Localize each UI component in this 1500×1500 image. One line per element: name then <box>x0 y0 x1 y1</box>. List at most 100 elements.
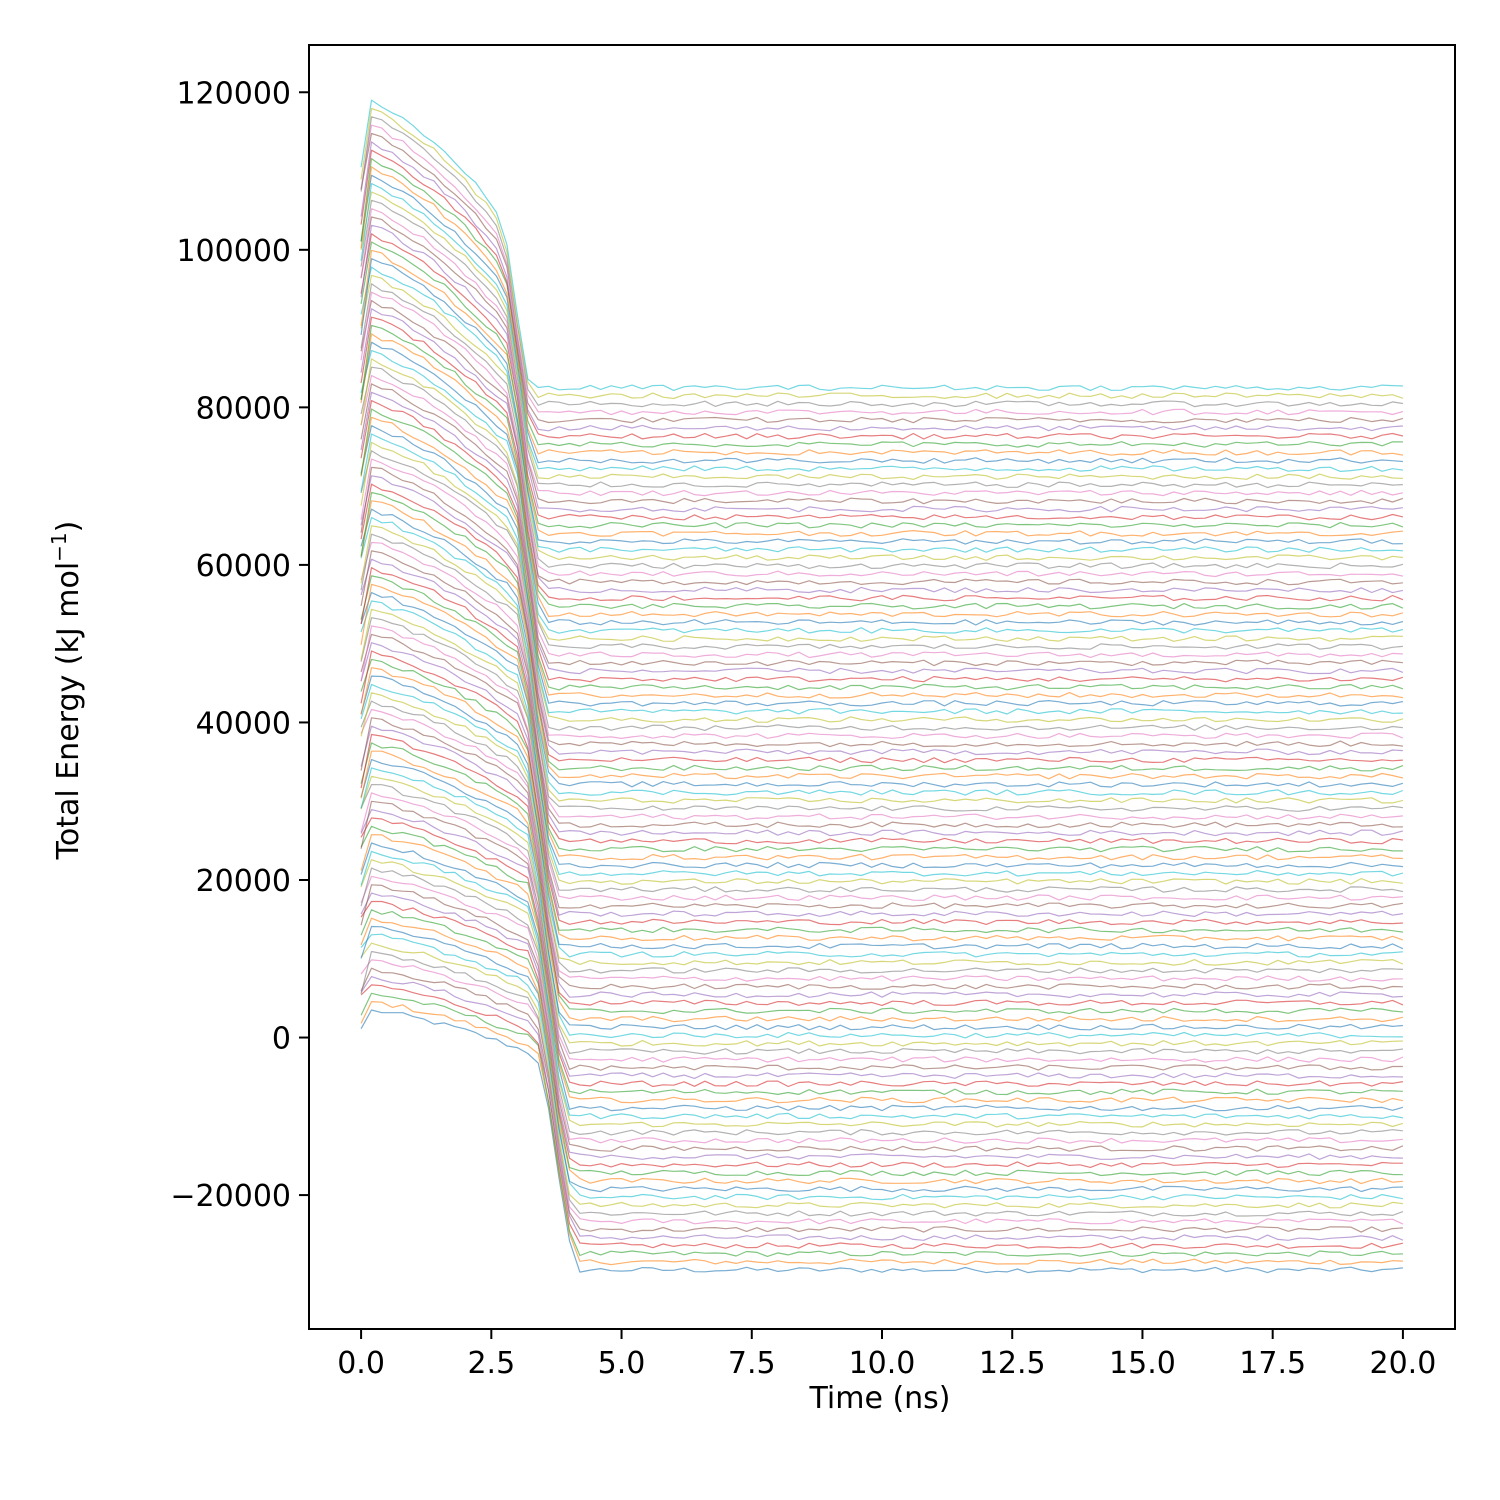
series-line <box>360 400 1404 683</box>
series-line <box>360 933 1404 1201</box>
x-tick-label: 20.0 <box>1370 1346 1437 1381</box>
series-line <box>360 183 1403 472</box>
series-line <box>360 191 1403 480</box>
series-line <box>360 909 1403 1177</box>
series-line <box>360 266 1403 553</box>
series-line <box>360 158 1403 448</box>
series-line <box>360 867 1403 1136</box>
x-tick-label: 10.0 <box>849 1346 916 1381</box>
series-line <box>360 233 1404 521</box>
y-axis-label-superscript: −1 <box>47 532 71 561</box>
series-line <box>360 216 1404 505</box>
series-line <box>360 274 1403 561</box>
series-line <box>360 500 1404 780</box>
series-line <box>360 925 1403 1193</box>
series-line <box>360 316 1404 602</box>
series-line <box>360 475 1403 756</box>
series-line <box>360 375 1403 659</box>
series-line <box>360 516 1404 796</box>
series-line <box>360 408 1404 691</box>
series-line <box>360 391 1404 675</box>
series-line <box>360 358 1403 642</box>
series-line <box>360 834 1404 1104</box>
x-tick-label: 5.0 <box>598 1346 646 1381</box>
y-axis-label: Total Energy (kJ mol−1) <box>47 521 86 861</box>
series-line <box>360 758 1403 1031</box>
series-line <box>360 700 1403 974</box>
series-layer <box>360 99 1404 1274</box>
series-line <box>360 1009 1403 1274</box>
x-tick-label: 17.5 <box>1239 1346 1306 1381</box>
y-tick-label: 0 <box>272 1022 291 1057</box>
y-axis-label-main: Total Energy (kJ mol <box>51 562 86 861</box>
series-line <box>360 884 1404 1152</box>
series-line <box>360 650 1403 926</box>
series-line <box>360 291 1404 578</box>
series-line <box>360 224 1403 513</box>
y-tick-label: −20000 <box>170 1179 291 1214</box>
series-line <box>360 775 1403 1047</box>
series-line <box>360 283 1404 570</box>
series-line <box>360 141 1403 432</box>
series-line <box>360 817 1404 1088</box>
series-line <box>360 950 1404 1217</box>
series-line <box>360 667 1404 942</box>
series-line <box>360 808 1403 1080</box>
series-line <box>360 333 1404 618</box>
x-axis-label: Time (ns) <box>808 1381 950 1416</box>
series-line <box>360 675 1404 950</box>
series-line <box>360 984 1404 1249</box>
series-line <box>360 617 1404 893</box>
series-line <box>360 992 1403 1258</box>
x-tick-label: 15.0 <box>1109 1346 1176 1381</box>
series-line <box>360 892 1403 1160</box>
series-line <box>360 792 1404 1063</box>
series-line <box>360 208 1404 497</box>
x-tick-label: 12.5 <box>979 1346 1046 1381</box>
y-tick-label: 40000 <box>196 706 291 741</box>
series-line <box>360 324 1404 610</box>
series-line <box>360 708 1403 982</box>
y-axis-label-close: ) <box>51 521 86 533</box>
series-line <box>360 642 1403 918</box>
series-line <box>360 900 1403 1169</box>
series-line <box>360 533 1403 812</box>
series-line <box>360 450 1403 732</box>
series-line <box>360 99 1403 391</box>
series-line <box>360 433 1403 715</box>
series-line <box>360 466 1403 748</box>
series-line <box>360 967 1403 1233</box>
series-line <box>360 800 1403 1071</box>
series-line <box>360 383 1403 667</box>
series-line <box>360 491 1404 772</box>
series-line <box>360 917 1403 1185</box>
series-line <box>360 166 1404 456</box>
series-line <box>360 1000 1403 1266</box>
series-line <box>360 725 1403 999</box>
x-tick-label: 0.0 <box>337 1346 385 1381</box>
series-line <box>360 591 1403 869</box>
series-line <box>360 458 1404 740</box>
series-line <box>360 742 1403 1015</box>
series-line <box>360 350 1404 634</box>
series-line <box>360 241 1404 529</box>
series-line <box>360 825 1403 1096</box>
series-line <box>360 199 1403 489</box>
series-line <box>360 683 1403 958</box>
series-line <box>360 149 1404 440</box>
x-axis: 0.0 2.5 5.0 7.5 10.0 12.5 15.0 17.5 20.0 <box>337 1329 1436 1381</box>
series-line <box>360 658 1403 934</box>
plot-frame <box>308 44 1456 1330</box>
series-line <box>360 875 1403 1144</box>
y-tick-label: 100000 <box>176 234 291 269</box>
series-line <box>360 850 1404 1120</box>
y-tick-label: 60000 <box>196 549 291 584</box>
series-line <box>360 842 1404 1112</box>
series-line <box>360 508 1404 788</box>
series-line <box>360 942 1403 1209</box>
series-line <box>360 859 1404 1128</box>
series-line <box>360 425 1404 707</box>
series-line <box>360 174 1403 464</box>
series-line <box>360 767 1403 1039</box>
